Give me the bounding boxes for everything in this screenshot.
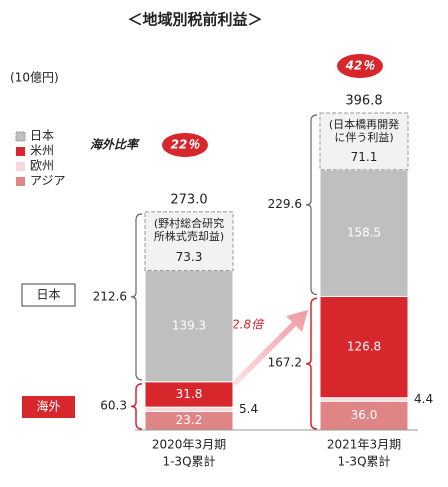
bar-segment: [319, 169, 409, 297]
overseas-box: [22, 396, 75, 418]
value-label: 31.8: [176, 387, 203, 401]
value-label: 5.4: [239, 402, 258, 416]
japan-bracket: [130, 213, 143, 381]
value-label: 71.1: [351, 150, 378, 164]
bar-segment: [144, 269, 234, 383]
x-tick-label: 1-3Q累計: [162, 454, 215, 469]
special-note: に伴う利益): [334, 130, 393, 144]
legend-label: 米州: [30, 144, 54, 158]
legend-swatch: [16, 177, 25, 186]
x-tick-label: 2020年3月期: [152, 438, 226, 452]
japan-total: 212.6: [93, 289, 127, 303]
total-label: 273.0: [170, 192, 207, 207]
special-segment: [319, 112, 409, 171]
ratio-oval: [162, 133, 208, 157]
legend-label: アジア: [30, 174, 66, 188]
legend-label: 欧州: [30, 159, 54, 173]
value-label: 126.8: [347, 340, 381, 354]
special-segment: [144, 211, 234, 271]
value-label: 139.3: [172, 319, 206, 333]
overseas-box-label: 海外: [36, 399, 60, 414]
special-note: (日本橋再開発: [329, 117, 399, 131]
growth-arrow: [232, 310, 308, 386]
value-label: 4.4: [414, 392, 433, 406]
value-label: 36.0: [351, 408, 378, 422]
special-note: 所株式売却益): [154, 229, 224, 243]
chart-title: ＜地域別税前利益＞: [127, 11, 262, 29]
x-tick-label: 2021年3月期: [327, 438, 401, 452]
japan-box: [21, 283, 76, 307]
overseas-bracket: [130, 383, 143, 430]
unit-label: (10億円): [10, 71, 59, 85]
total-label: 396.8: [345, 94, 382, 109]
bar-segment: [319, 400, 409, 431]
overseas-total: 60.3: [100, 398, 127, 412]
bar-segment: [319, 295, 409, 399]
x-tick-label: 1-3Q累計: [337, 454, 390, 469]
value-label: 158.5: [347, 226, 381, 240]
bar-segment: [319, 397, 409, 402]
overseas-total: 167.2: [268, 356, 302, 370]
japan-box-label: 日本: [36, 288, 60, 302]
ratio-label: 海外比率: [90, 138, 140, 152]
growth-label: 2.8倍: [232, 318, 265, 332]
japan-bracket: [305, 114, 318, 296]
legend-swatch: [16, 162, 25, 171]
value-label: 23.2: [176, 413, 203, 427]
ratio-value: 22％: [171, 138, 201, 152]
special-note: (野村総合研究: [154, 216, 224, 230]
ratio-oval: [337, 54, 383, 78]
ratio-value: 42％: [345, 59, 376, 73]
legend-swatch: [15, 131, 26, 142]
value-label: 73.3: [176, 250, 203, 264]
legend-swatch: [16, 147, 25, 156]
japan-total: 229.6: [268, 197, 302, 211]
legend-label: 日本: [30, 129, 54, 143]
overseas-bracket: [305, 297, 318, 430]
bar-segment: [144, 406, 234, 412]
